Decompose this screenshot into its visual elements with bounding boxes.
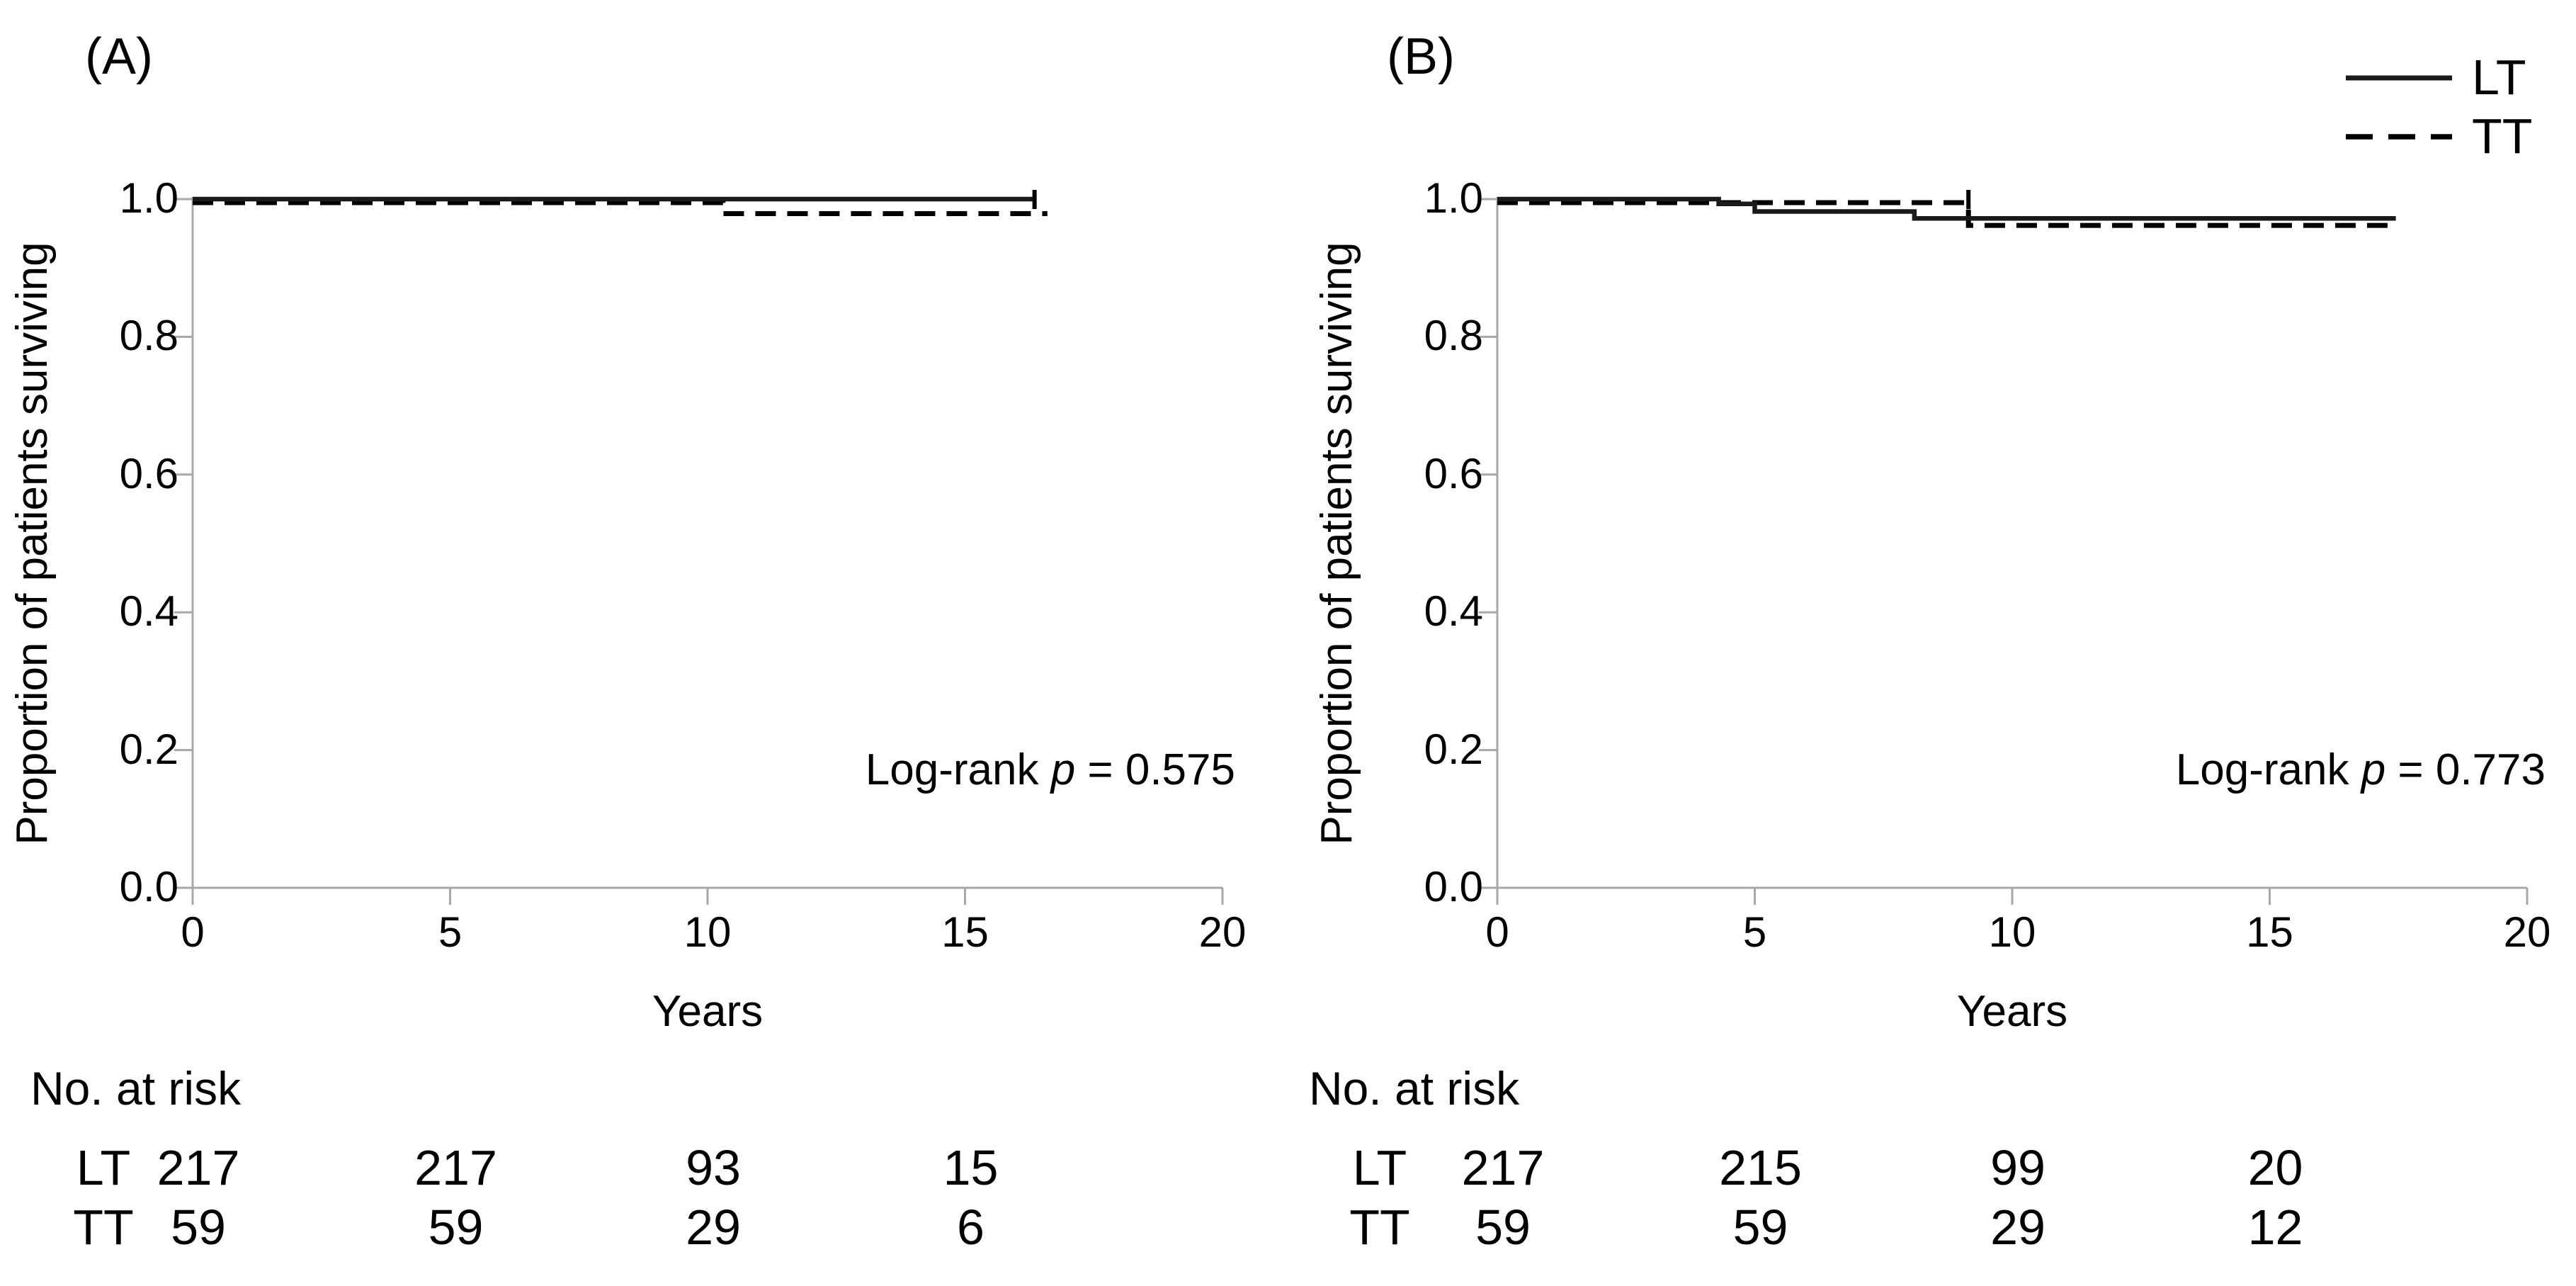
legend-label-lt: LT xyxy=(2472,50,2526,105)
y-tick-label-panel-b: 0.2 xyxy=(1424,725,1483,773)
y-tick-label-panel-b: 0.8 xyxy=(1424,312,1483,360)
x-tick-label-panel-a: 20 xyxy=(1198,908,1247,956)
logrank-prefix-b: Log-rank xyxy=(2175,745,2361,794)
x-tick-label-panel-a: 10 xyxy=(683,908,732,956)
risk-value-panel-a: 93 xyxy=(686,1140,741,1195)
risk-value-panel-b: 215 xyxy=(1719,1140,1802,1195)
risk-value-panel-a: 6 xyxy=(957,1200,985,1255)
risk-row-label-tt-panel-a: TT xyxy=(73,1200,134,1255)
y-tick-label-panel-a: 0.2 xyxy=(119,725,178,773)
risk-value-panel-b: 99 xyxy=(1990,1140,2046,1195)
x-tick-label-panel-b: 20 xyxy=(2503,908,2551,956)
y-axis-title-panel-a: Proportion of patients surviving xyxy=(8,242,57,845)
lt-curve-panel-b xyxy=(1497,196,2396,221)
logrank-annotation-panel-b: Log-rank p = 0.773 xyxy=(2007,748,2546,792)
y-tick-label-panel-b: 0.0 xyxy=(1424,863,1483,910)
y-tick-label-panel-a: 0.6 xyxy=(119,449,178,497)
risk-value-panel-b: 29 xyxy=(1990,1200,2046,1255)
x-tick-label-panel-a: 15 xyxy=(941,908,989,956)
logrank-p-symbol-a: p xyxy=(1050,745,1076,794)
x-axis-title-panel-b: Years xyxy=(1956,987,2068,1036)
x-axis-title-panel-a: Years xyxy=(652,987,764,1036)
logrank-prefix-a: Log-rank xyxy=(865,745,1051,794)
risk-value-panel-a: 217 xyxy=(157,1140,240,1195)
panel-b-label: (B) xyxy=(1387,28,1455,85)
logrank-value-a: = 0.575 xyxy=(1075,745,1235,794)
y-tick-label-panel-a: 0.0 xyxy=(119,863,178,910)
x-tick-label-panel-b: 5 xyxy=(1742,908,1767,956)
x-tick-label-panel-b: 15 xyxy=(2246,908,2293,956)
y-tick-label-panel-a: 0.8 xyxy=(119,312,178,360)
x-tick-label-panel-a: 0 xyxy=(181,908,205,956)
risk-table-header-panel-b: No. at risk xyxy=(1309,1062,1520,1115)
x-tick-label-panel-b: 10 xyxy=(1988,908,2036,956)
risk-value-panel-a: 59 xyxy=(171,1200,226,1255)
risk-value-panel-b: 217 xyxy=(1461,1140,1545,1195)
legend-label-tt: TT xyxy=(2472,108,2533,164)
risk-table-header-panel-a: No. at risk xyxy=(30,1062,242,1115)
risk-value-panel-a: 59 xyxy=(428,1200,484,1255)
risk-value-panel-a: 217 xyxy=(414,1140,497,1195)
panel-a-label: (A) xyxy=(85,28,153,85)
y-tick-label-panel-a: 1.0 xyxy=(119,174,178,222)
x-tick-label-panel-a: 5 xyxy=(438,908,463,956)
risk-row-label-tt-panel-b: TT xyxy=(1349,1200,1410,1255)
risk-value-panel-a: 15 xyxy=(943,1140,999,1195)
logrank-p-symbol-b: p xyxy=(2361,745,2386,794)
x-tick-label-panel-b: 0 xyxy=(1485,908,1509,956)
risk-value-panel-b: 59 xyxy=(1732,1200,1788,1255)
risk-value-panel-b: 20 xyxy=(2247,1140,2303,1195)
y-tick-label-panel-b: 0.6 xyxy=(1424,449,1483,497)
logrank-annotation-panel-a: Log-rank p = 0.575 xyxy=(697,748,1235,792)
risk-row-label-lt-panel-a: LT xyxy=(76,1140,131,1195)
y-tick-label-panel-b: 0.4 xyxy=(1424,587,1483,636)
risk-row-label-lt-panel-b: LT xyxy=(1352,1140,1407,1195)
logrank-value-b: = 0.773 xyxy=(2385,745,2546,794)
y-axis-title-panel-b: Proportion of patients surviving xyxy=(1312,242,1361,845)
risk-value-panel-a: 29 xyxy=(686,1200,741,1255)
y-tick-label-panel-a: 0.4 xyxy=(119,587,178,636)
tt-curve-panel-b xyxy=(1497,200,2396,228)
y-tick-label-panel-b: 1.0 xyxy=(1424,174,1483,222)
tt-curve-panel-a xyxy=(193,200,1048,217)
risk-value-panel-b: 12 xyxy=(2247,1200,2303,1255)
risk-value-panel-b: 59 xyxy=(1475,1200,1531,1255)
